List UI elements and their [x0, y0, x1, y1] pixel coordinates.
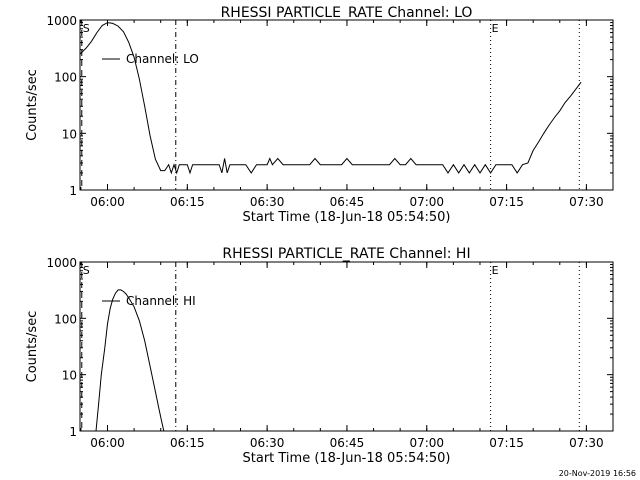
- panel-1-marker-label: E: [492, 22, 499, 35]
- panel-2-x-tick-label: 07:15: [489, 436, 524, 450]
- panel-2-y-tick-label: 100: [54, 312, 77, 326]
- panel-2-marker-label: E: [492, 264, 499, 277]
- panel-2-y-tick-label: 1: [69, 425, 77, 439]
- panel-1-x-tick-label: 07:00: [409, 195, 444, 209]
- panel-1-y-tick-label: 100: [54, 71, 77, 85]
- panel-1-y-tick-label: 1000: [46, 14, 77, 28]
- panel-1-x-tick-label: 06:00: [90, 195, 125, 209]
- footer-timestamp: 20-Nov-2019 16:56: [558, 469, 636, 478]
- panel-2-marker-label: S: [83, 264, 90, 277]
- panel-2-frame: [79, 261, 614, 432]
- panel-2-x-tick-label: 07:30: [569, 436, 604, 450]
- panel-2-x-tick-label: 06:30: [250, 436, 285, 450]
- panel-2-y-tick-label: 1000: [46, 256, 77, 270]
- panel-2-x-tick-label: 06:15: [170, 436, 205, 450]
- panel-1-x-tick-label: 06:30: [250, 195, 285, 209]
- panel-2-y-axis-label: Counts/sec: [25, 311, 40, 383]
- panel-1-legend-label: Channel: LO: [126, 52, 199, 66]
- panel-2-x-tick-label: 07:00: [409, 436, 444, 450]
- panel-2-x-tick-label: 06:00: [90, 436, 125, 450]
- panel-1-y-tick-label: 10: [62, 127, 77, 141]
- panel-1-frame: [79, 19, 614, 191]
- panel-1-x-tick-label: 07:30: [569, 195, 604, 209]
- panel-2-x-tick-label: 06:45: [330, 436, 365, 450]
- panel-2-title: RHESSI PARTICLE_RATE Channel: HI: [222, 246, 470, 262]
- panel-1-x-tick-label: 07:15: [489, 195, 524, 209]
- panel-2-y-tick-label: 10: [62, 369, 77, 383]
- panel-1-x-axis-label: Start Time (18-Jun-18 05:54:50): [243, 210, 451, 225]
- panel-2-legend-label: Channel: HI: [126, 294, 196, 308]
- panel-2-series-line: [95, 289, 165, 431]
- panel-1-x-tick-label: 06:15: [170, 195, 205, 209]
- panel-1-marker-label: S: [83, 22, 90, 35]
- panel-1-y-tick-label: 1: [69, 184, 77, 198]
- panel-1-y-axis-label: Counts/sec: [25, 69, 40, 141]
- panel-1-series-line: [80, 22, 582, 175]
- panel-2-x-axis-label: Start Time (18-Jun-18 05:54:50): [243, 451, 451, 466]
- panel-1-x-tick-label: 06:45: [330, 195, 365, 209]
- panel-1-title: RHESSI PARTICLE_RATE Channel: LO: [221, 5, 473, 21]
